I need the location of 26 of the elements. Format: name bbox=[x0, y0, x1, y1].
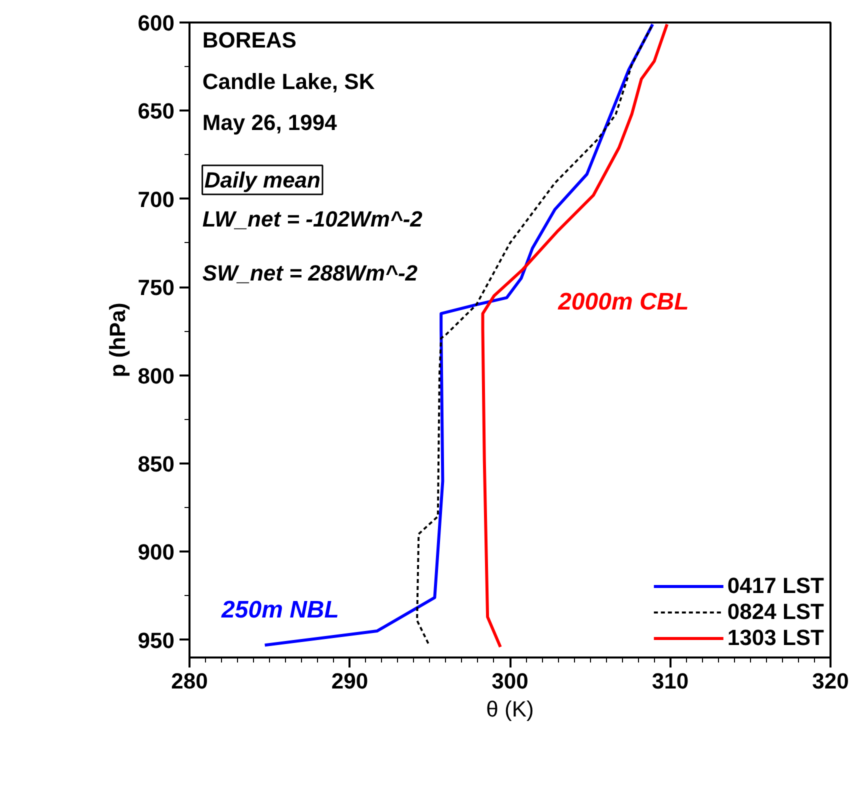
y-tick-label: 600 bbox=[138, 10, 175, 36]
annotation: LW_net = -102Wm^-2 bbox=[202, 206, 424, 232]
x-axis-title: θ (K) bbox=[486, 696, 534, 722]
legend-label: 1303 LST bbox=[727, 625, 824, 651]
y-tick-label: 850 bbox=[138, 451, 175, 476]
y-tick-label: 650 bbox=[138, 98, 175, 124]
y-tick-label: 950 bbox=[138, 628, 175, 653]
y-axis-title: p (hPa) bbox=[104, 302, 130, 378]
y-tick-label: 750 bbox=[138, 275, 175, 300]
legend-label: 0824 LST bbox=[727, 599, 824, 625]
x-tick-label: 310 bbox=[652, 668, 689, 694]
annotation: Candle Lake, SK bbox=[202, 68, 375, 94]
annotation: May 26, 1994 bbox=[202, 110, 338, 136]
y-tick-label: 700 bbox=[138, 186, 175, 212]
y-tick-label: 900 bbox=[138, 540, 175, 565]
x-tick-label: 290 bbox=[331, 668, 368, 694]
x-tick-label: 300 bbox=[492, 668, 528, 694]
x-tick-label: 280 bbox=[171, 668, 208, 694]
annotation: BOREAS bbox=[202, 28, 296, 53]
x-tick-label: 320 bbox=[812, 668, 849, 694]
y-tick-label: 800 bbox=[138, 363, 175, 388]
annotation: 2000m CBL bbox=[557, 288, 689, 316]
annotation: Daily mean bbox=[204, 167, 320, 192]
annotation: SW_net = 288Wm^-2 bbox=[202, 260, 418, 286]
annotation: 250m NBL bbox=[220, 596, 339, 624]
legend-label: 0417 LST bbox=[727, 573, 824, 599]
